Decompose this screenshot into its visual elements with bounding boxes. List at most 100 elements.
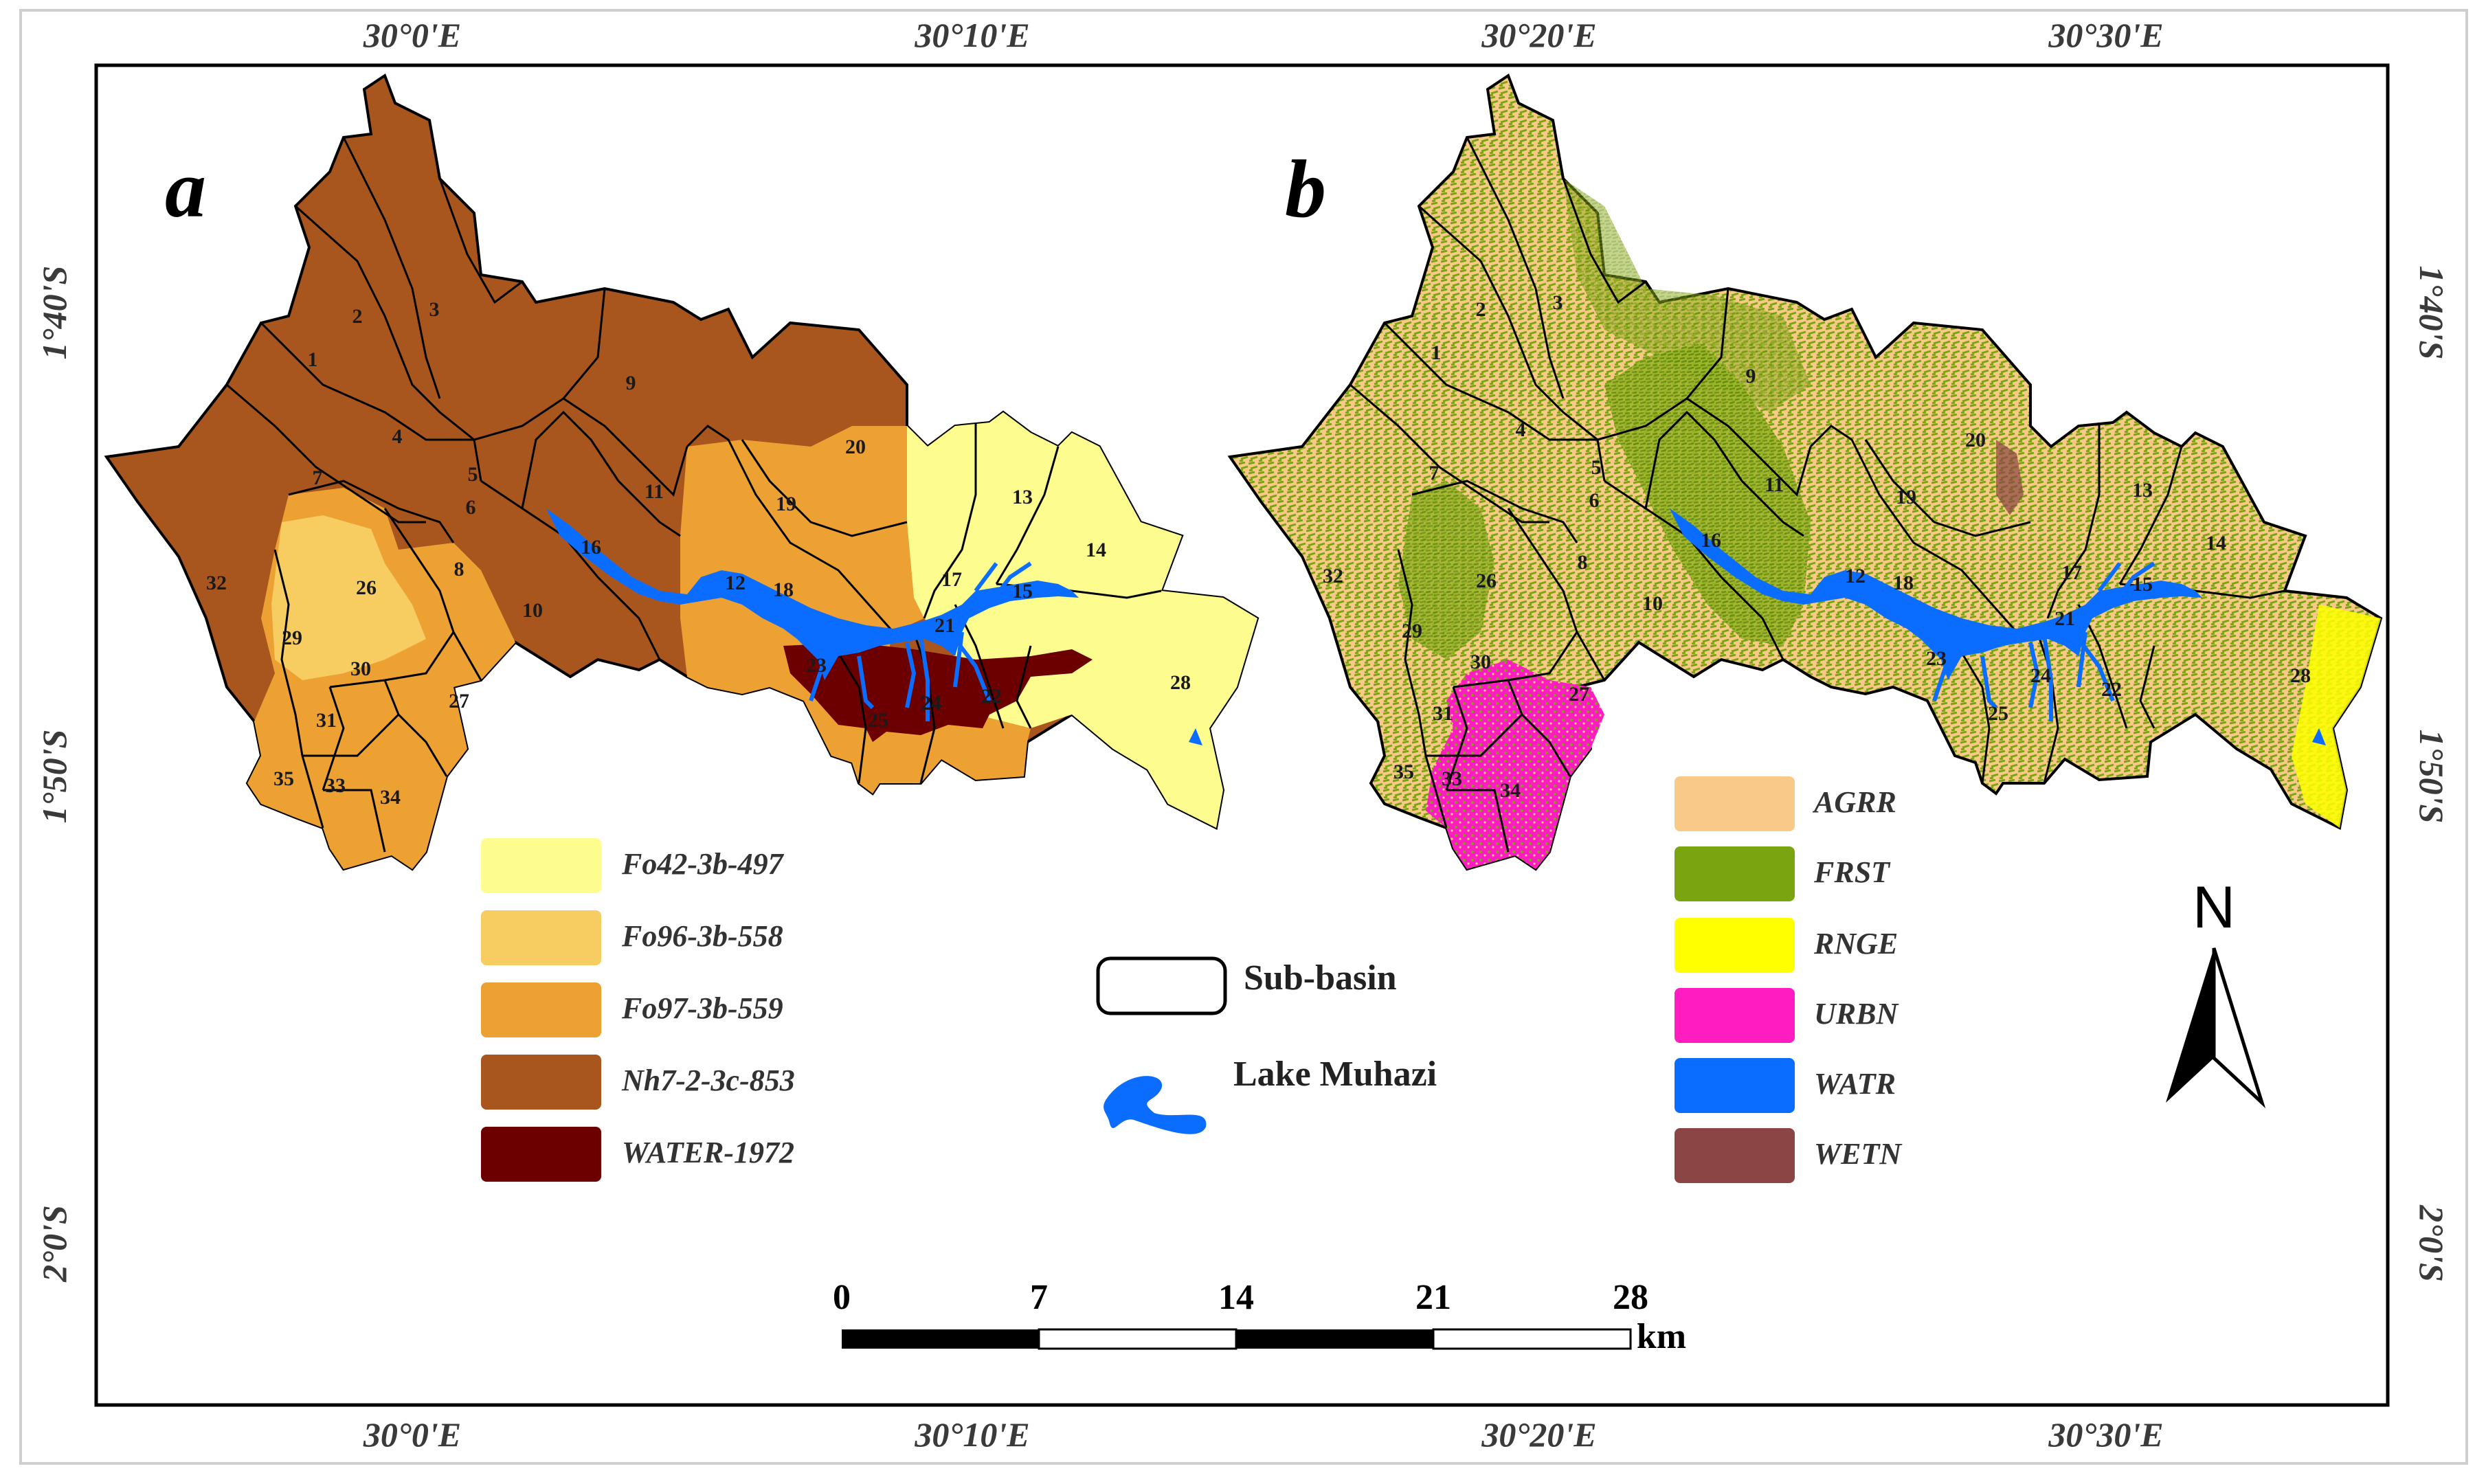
a-basin-5: 5 bbox=[468, 463, 478, 486]
b-basin-2: 2 bbox=[1476, 298, 1486, 321]
scale-bar: 0 7 14 21 28 km bbox=[833, 1278, 1686, 1356]
coord-top-4: 30°30'E bbox=[2048, 16, 2163, 54]
b-basin-32: 32 bbox=[1323, 565, 1343, 587]
lake-legend-symbol bbox=[1104, 1076, 1207, 1134]
coord-bottom-1: 30°0'E bbox=[363, 1415, 461, 1454]
coord-right-2: 1°50'S bbox=[2412, 730, 2451, 824]
b-basin-17: 17 bbox=[2061, 561, 2082, 584]
b-basin-23: 23 bbox=[1926, 647, 1947, 670]
b-basin-11: 11 bbox=[1765, 473, 1784, 496]
panel-b-wetland bbox=[1996, 440, 2024, 515]
soil-swatch-fo97 bbox=[481, 982, 601, 1037]
a-basin-16: 16 bbox=[581, 536, 601, 559]
a-basin-33: 33 bbox=[325, 774, 346, 797]
a-basin-3: 3 bbox=[429, 298, 440, 321]
a-basin-10: 10 bbox=[522, 599, 543, 622]
panel-a-soil-fo42 bbox=[907, 412, 1257, 828]
coord-left-3: 2°0'S bbox=[35, 1205, 74, 1283]
b-basin-16: 16 bbox=[1701, 529, 1721, 552]
panel-b-lake-small bbox=[2312, 728, 2326, 745]
a-basin-19: 19 bbox=[776, 493, 796, 515]
outer-frame bbox=[19, 9, 2468, 1465]
coord-right-3: 2°0'S bbox=[2412, 1204, 2451, 1282]
a-basin-32: 32 bbox=[206, 572, 227, 594]
north-arrow: N bbox=[2166, 875, 2266, 1109]
lu-swatch-frst bbox=[1675, 846, 1795, 901]
a-basin-15: 15 bbox=[1012, 580, 1033, 603]
a-basin-2: 2 bbox=[352, 305, 363, 328]
north-arrow-right-half bbox=[2212, 947, 2266, 1109]
b-basin-7: 7 bbox=[1429, 462, 1440, 484]
b-basin-9: 9 bbox=[1746, 365, 1756, 387]
b-basin-14: 14 bbox=[2206, 532, 2226, 554]
lu-label-rnge: RNGE bbox=[1813, 927, 1898, 960]
coord-top-1: 30°0'E bbox=[363, 16, 461, 54]
a-basin-25: 25 bbox=[868, 709, 888, 732]
b-basin-35: 35 bbox=[1393, 761, 1414, 783]
panel-a-label: a bbox=[165, 143, 206, 234]
panel-a-soil-map: 1 2 3 4 5 6 7 8 9 10 11 12 13 14 15 16 1… bbox=[104, 73, 1259, 871]
a-basin-22: 22 bbox=[981, 685, 1002, 708]
a-basin-34: 34 bbox=[380, 786, 401, 809]
a-basin-8: 8 bbox=[454, 558, 464, 581]
center-legend: Sub-basin Lake Muhazi bbox=[1096, 956, 1437, 1134]
b-basin-25: 25 bbox=[1988, 702, 2008, 725]
a-basin-1: 1 bbox=[308, 348, 318, 371]
coord-bottom-3: 30°20'E bbox=[1481, 1415, 1596, 1454]
panel-b-river-tributaries bbox=[1932, 561, 2155, 721]
a-basin-12: 12 bbox=[725, 572, 746, 594]
coord-left-2: 1°50'S bbox=[35, 730, 74, 824]
b-basin-5: 5 bbox=[1591, 456, 1602, 479]
scale-tick-21: 21 bbox=[1415, 1278, 1451, 1317]
coord-top-3: 30°20'E bbox=[1481, 16, 1596, 54]
north-arrow-left-half bbox=[2166, 948, 2214, 1103]
lu-swatch-rnge bbox=[1675, 918, 1795, 973]
a-basin-21: 21 bbox=[934, 614, 955, 637]
b-basin-28: 28 bbox=[2290, 664, 2311, 687]
panel-b-basin-numbers: 1 2 3 4 5 6 7 8 9 10 11 12 13 14 15 16 1… bbox=[1323, 291, 2311, 802]
panel-a-basin-numbers: 1 2 3 4 5 6 7 8 9 10 11 12 13 14 15 16 1… bbox=[206, 298, 1191, 809]
coord-bottom-2: 30°10'E bbox=[914, 1415, 1029, 1454]
scale-tick-28: 28 bbox=[1613, 1278, 1648, 1317]
a-basin-30: 30 bbox=[350, 657, 371, 680]
coord-top-2: 30°10'E bbox=[914, 16, 1029, 54]
lu-label-agrr: AGRR bbox=[1812, 785, 1896, 819]
b-basin-24: 24 bbox=[2030, 664, 2051, 687]
b-basin-15: 15 bbox=[2132, 573, 2153, 596]
a-basin-17: 17 bbox=[941, 568, 962, 591]
coord-right-1: 1°40'S bbox=[2412, 266, 2451, 360]
lu-swatch-urbn bbox=[1675, 988, 1795, 1043]
a-basin-14: 14 bbox=[1086, 539, 1106, 561]
soil-label-fo96: Fo96-3b-558 bbox=[621, 919, 783, 953]
landuse-legend: AGRR FRST RNGE URBN WATR WETN bbox=[1675, 776, 1903, 1183]
panel-b-subbasin-boundaries bbox=[1350, 137, 2285, 853]
panel-b-forest-dense-2 bbox=[1398, 481, 1494, 660]
soil-label-fo42: Fo42-3b-497 bbox=[621, 847, 785, 881]
a-basin-20: 20 bbox=[845, 436, 866, 458]
panel-b-lake-muhazi bbox=[1670, 508, 2202, 680]
a-basin-35: 35 bbox=[273, 767, 294, 790]
a-basin-11: 11 bbox=[645, 480, 664, 503]
b-basin-30: 30 bbox=[1470, 651, 1491, 673]
panel-a-lake-small bbox=[1189, 728, 1202, 745]
north-arrow-label: N bbox=[2193, 875, 2235, 941]
scale-tick-7: 7 bbox=[1030, 1278, 1048, 1317]
a-basin-26: 26 bbox=[356, 576, 377, 599]
b-basin-27: 27 bbox=[1569, 683, 1589, 706]
subbasin-legend-label: Sub-basin bbox=[1244, 958, 1397, 998]
soil-legend: Fo42-3b-497 Fo96-3b-558 Fo97-3b-559 Nh7-… bbox=[481, 838, 795, 1182]
b-basin-3: 3 bbox=[1553, 291, 1563, 314]
b-basin-33: 33 bbox=[1442, 767, 1462, 790]
scale-tick-14: 14 bbox=[1218, 1278, 1254, 1317]
b-basin-6: 6 bbox=[1589, 489, 1600, 512]
a-basin-29: 29 bbox=[282, 627, 302, 649]
lu-label-wetn: WETN bbox=[1814, 1137, 1903, 1171]
a-basin-31: 31 bbox=[316, 709, 337, 732]
scale-unit: km bbox=[1637, 1317, 1686, 1356]
lu-label-watr: WATR bbox=[1814, 1067, 1896, 1101]
a-basin-23: 23 bbox=[806, 654, 827, 677]
soil-label-water: WATER-1972 bbox=[622, 1136, 794, 1169]
b-basin-8: 8 bbox=[1578, 551, 1588, 574]
lu-swatch-agrr bbox=[1675, 776, 1795, 831]
b-basin-13: 13 bbox=[2132, 479, 2153, 502]
